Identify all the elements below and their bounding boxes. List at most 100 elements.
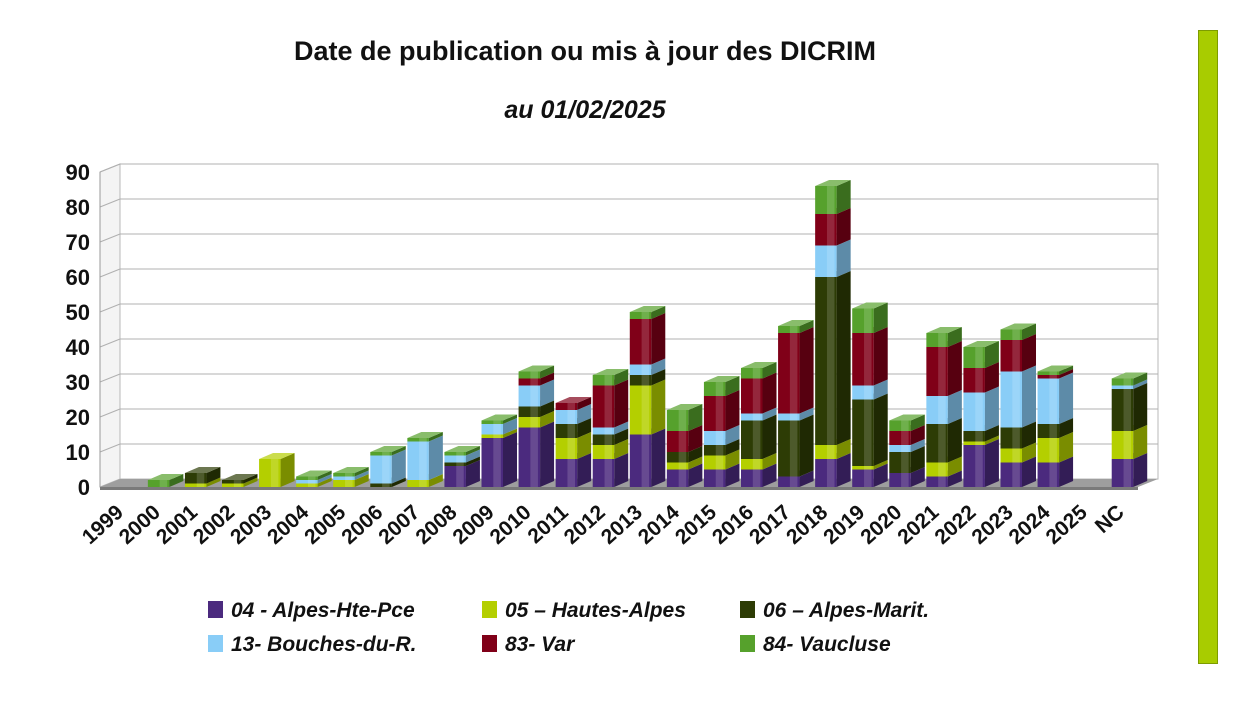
bar-top (221, 474, 258, 480)
y-tick-label: 20 (66, 405, 90, 430)
bar-front (592, 434, 615, 445)
bar-side (688, 456, 703, 470)
bar-side (651, 358, 666, 375)
bar-side (540, 411, 555, 428)
bar-segment (333, 467, 369, 477)
bar-highlight (1123, 459, 1132, 487)
bar-highlight (530, 417, 538, 428)
bar-side (614, 379, 629, 428)
bar-highlight (567, 403, 575, 410)
bar-stack-2017 (778, 320, 814, 487)
bar-top (147, 474, 184, 480)
bar-front (778, 326, 800, 333)
bar-side (1059, 432, 1074, 463)
bar-top (296, 470, 332, 477)
bar-highlight (493, 424, 501, 435)
bar-side (1133, 372, 1148, 386)
bar-highlight (641, 364, 650, 375)
bar-highlight (307, 480, 316, 484)
bar-side (836, 239, 851, 277)
bar-front (407, 438, 429, 442)
bar-side (1022, 442, 1037, 463)
bar-side (762, 463, 777, 487)
bar-highlight (530, 406, 538, 417)
bar-front (778, 413, 800, 421)
bar-side (984, 439, 999, 487)
x-tick-label: 2000 (115, 501, 165, 549)
bar-stack-2006 (370, 446, 406, 487)
bar-segment (963, 439, 999, 487)
bars (147, 180, 1148, 487)
bar-front (481, 420, 504, 424)
bar-highlight (233, 480, 242, 484)
bar-side (1022, 456, 1037, 487)
bar-highlight (567, 424, 575, 438)
bar-highlight (382, 455, 390, 484)
bar-front (296, 480, 318, 484)
bar-front (963, 441, 985, 445)
bar-side (1059, 456, 1074, 487)
bar-side (428, 432, 443, 442)
bar-segment (926, 341, 962, 396)
bar-side (1022, 334, 1037, 372)
bar-side (243, 477, 258, 487)
bar-highlight (1012, 371, 1020, 428)
bar-side (1059, 365, 1074, 375)
bar-segment (703, 449, 740, 470)
bar-top (444, 446, 480, 452)
bar-side (169, 474, 184, 487)
legend-swatch (482, 601, 497, 618)
bar-highlight (567, 459, 575, 487)
bar-side (762, 362, 777, 379)
bar-side (762, 407, 777, 421)
y-tick-label: 60 (66, 265, 90, 290)
bar-side (540, 379, 555, 407)
bar-highlight (530, 427, 538, 487)
bar-highlight (975, 368, 983, 393)
bar-side (1022, 323, 1037, 340)
bar-highlight (901, 473, 909, 487)
bar-highlight (678, 462, 687, 470)
bar-highlight (307, 476, 316, 480)
y-tick-label: 10 (66, 440, 90, 465)
bar-side (540, 365, 555, 379)
bar-side (1059, 372, 1074, 424)
bar-front (629, 364, 652, 375)
bar-highlight (641, 319, 650, 365)
bar-side (540, 400, 555, 417)
bar-side (688, 404, 703, 431)
legend-label: 84- Vaucluse (763, 633, 891, 656)
bar-segment (778, 327, 814, 414)
bar-side (984, 341, 999, 368)
bar-segment (518, 421, 555, 487)
bar-side (799, 414, 814, 477)
bar-front (333, 480, 355, 487)
bar-stack-2009 (481, 414, 518, 487)
bar-side (725, 390, 740, 431)
bar-side (465, 460, 480, 487)
bar-highlight (715, 445, 724, 456)
bar-highlight (196, 483, 205, 487)
bar-segment (963, 341, 999, 368)
legend-item: 04 - Alpes-Hte-Pce (208, 599, 415, 622)
bar-highlight (864, 385, 872, 400)
bar-highlight (975, 392, 983, 431)
bar-side (651, 428, 666, 487)
legend-swatch (482, 635, 497, 652)
bar-highlight (530, 378, 538, 386)
bar-side (873, 327, 888, 386)
bar-highlight (493, 420, 501, 424)
bar-side (910, 414, 925, 431)
legend-swatch (740, 635, 755, 652)
bar-highlight (789, 420, 798, 477)
bar-front (926, 476, 948, 487)
bar-highlight (678, 452, 687, 463)
bar-side (688, 463, 703, 487)
bar-stack-2016 (740, 362, 777, 487)
bar-highlight (975, 441, 983, 445)
bar-side (206, 467, 221, 484)
bar-side (391, 446, 406, 456)
bar-side (503, 432, 518, 487)
bar-stack-2015 (703, 376, 740, 487)
